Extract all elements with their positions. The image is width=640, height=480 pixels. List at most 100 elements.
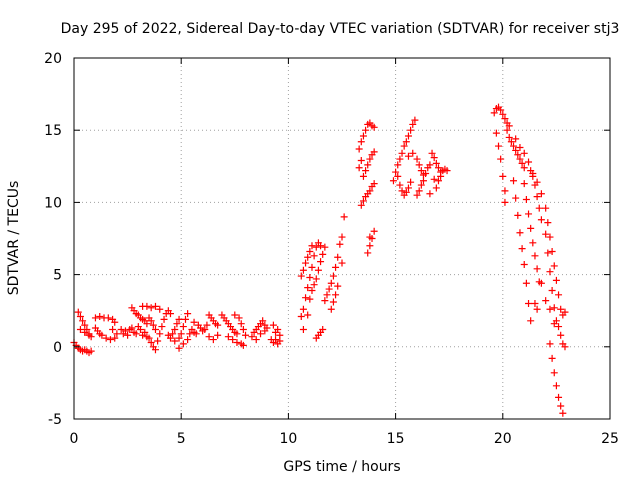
data-point (109, 325, 117, 333)
data-point (147, 304, 155, 312)
data-point (104, 314, 112, 322)
data-point (417, 181, 425, 189)
data-point (557, 331, 565, 339)
data-point (128, 324, 136, 332)
data-point (329, 298, 337, 306)
data-points (70, 103, 569, 417)
chart-title: Day 295 of 2022, Sidereal Day-to-day VTE… (61, 21, 620, 37)
axis-ticks: 0 5 10 15 20 25 -5 0 5 10 15 20 (44, 51, 619, 447)
data-point (314, 266, 322, 274)
data-point (145, 334, 153, 342)
data-point (297, 272, 305, 280)
data-point (359, 172, 367, 180)
data-point (396, 181, 404, 189)
data-point (239, 325, 247, 333)
data-point (514, 211, 522, 219)
plot-frame (73, 57, 611, 420)
data-point (299, 305, 307, 313)
data-point (237, 320, 245, 328)
data-point (203, 321, 211, 329)
data-point (434, 164, 442, 172)
data-point (522, 279, 530, 287)
data-point (430, 175, 438, 183)
data-point (415, 161, 423, 169)
data-point (239, 341, 247, 349)
data-point (366, 187, 374, 195)
data-point (415, 187, 423, 195)
data-point (242, 331, 250, 339)
data-point (338, 233, 346, 241)
data-point (327, 305, 335, 313)
data-point (514, 151, 522, 159)
data-point (407, 126, 415, 134)
data-point (214, 331, 222, 339)
data-point (304, 311, 312, 319)
data-point (166, 334, 174, 342)
data-point (121, 327, 129, 335)
data-point (269, 321, 277, 329)
data-point (252, 336, 260, 344)
data-point (518, 159, 526, 167)
data-point (186, 330, 194, 338)
data-point (370, 227, 378, 235)
data-point (160, 315, 168, 323)
data-point (319, 250, 327, 258)
data-point (362, 167, 370, 175)
data-point (143, 320, 151, 328)
data-point (304, 284, 312, 292)
data-point (555, 323, 563, 331)
data-point (323, 291, 331, 299)
data-point (525, 299, 533, 307)
y-tick-label: 10 (44, 195, 62, 211)
data-point (179, 323, 187, 331)
data-point (548, 354, 556, 362)
data-point (516, 229, 524, 237)
data-point (355, 164, 363, 172)
data-point (510, 177, 518, 185)
data-point (321, 243, 329, 251)
data-point (550, 369, 558, 377)
data-point (359, 197, 367, 205)
data-point (257, 330, 265, 338)
data-point (91, 314, 99, 322)
data-point (319, 325, 327, 333)
data-point (151, 302, 159, 310)
y-tick-label: 15 (44, 123, 62, 139)
data-point (338, 259, 346, 267)
data-point (364, 249, 372, 257)
data-point (407, 178, 415, 186)
data-point (179, 340, 187, 348)
data-point (231, 311, 239, 319)
data-point (87, 347, 95, 355)
data-point (370, 148, 378, 156)
data-point (190, 318, 198, 326)
data-point (398, 149, 406, 157)
data-point (531, 299, 539, 307)
data-point (184, 310, 192, 318)
data-point (507, 138, 515, 146)
data-point (274, 325, 282, 333)
data-point (525, 210, 533, 218)
data-point (136, 325, 144, 333)
data-point (76, 325, 84, 333)
data-point (518, 245, 526, 253)
data-point (141, 328, 149, 336)
data-point (546, 233, 554, 241)
data-point (302, 294, 310, 302)
data-point (233, 338, 241, 346)
data-point (531, 252, 539, 260)
data-point (117, 325, 125, 333)
data-point (522, 196, 530, 204)
data-point (426, 190, 434, 198)
data-point (503, 126, 511, 134)
data-point (546, 340, 554, 348)
data-point (310, 252, 318, 260)
data-point (542, 204, 550, 212)
data-point (495, 142, 503, 150)
data-point (272, 336, 280, 344)
data-point (81, 321, 89, 329)
data-point (362, 126, 370, 134)
data-point (304, 253, 312, 261)
data-point (173, 320, 181, 328)
